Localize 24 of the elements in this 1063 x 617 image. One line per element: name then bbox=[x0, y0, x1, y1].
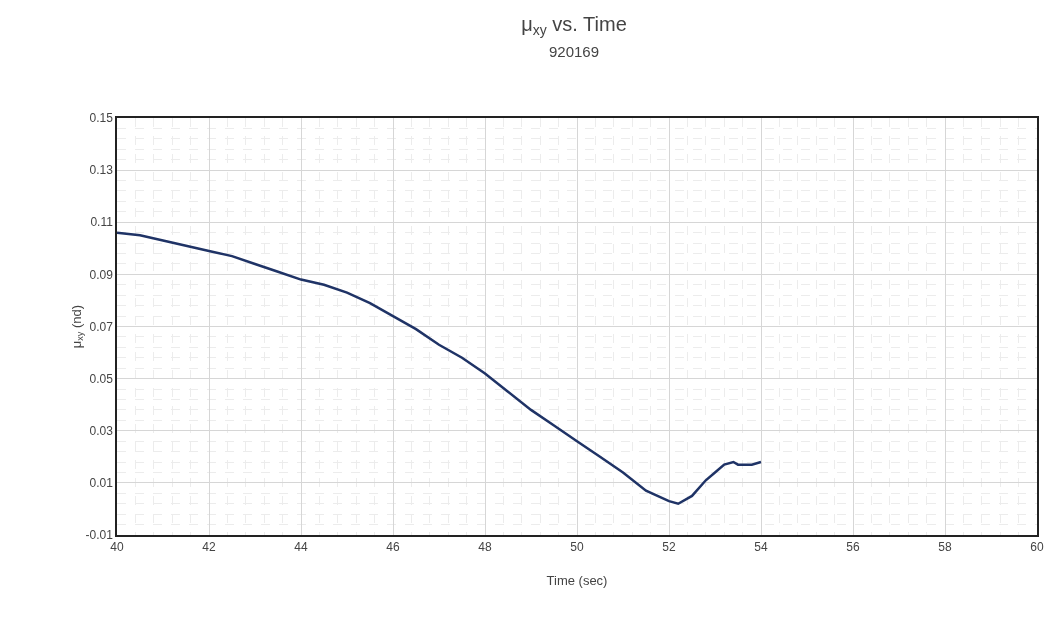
x-tick-label: 48 bbox=[478, 540, 492, 555]
chart-subtitle: 920169 bbox=[548, 42, 600, 60]
x-tick-label: 52 bbox=[662, 540, 676, 555]
x-tick-label: 40 bbox=[110, 540, 124, 555]
y-tick-label: 0.13 bbox=[89, 163, 114, 178]
y-tick-label: 0.11 bbox=[90, 215, 114, 230]
x-tick-label: 56 bbox=[846, 540, 860, 555]
y-tick-label: -0.01 bbox=[85, 528, 114, 543]
y-tick-label: 0.09 bbox=[89, 267, 114, 282]
x-tick-label: 50 bbox=[570, 540, 584, 555]
x-tick-label: 58 bbox=[938, 540, 952, 555]
line-series bbox=[117, 231, 763, 505]
x-tick-label: 54 bbox=[754, 540, 768, 555]
x-tick-label: 60 bbox=[1030, 540, 1044, 555]
x-axis-title: Time (sec) bbox=[546, 572, 608, 588]
y-tick-label: 0.05 bbox=[89, 371, 114, 386]
y-tick-label: 0.01 bbox=[89, 476, 114, 491]
y-tick-label: 0.03 bbox=[89, 423, 114, 438]
y-tick-label: 0.07 bbox=[89, 319, 114, 334]
y-tick-label: 0.15 bbox=[89, 111, 114, 126]
x-tick-label: 46 bbox=[386, 540, 400, 555]
chart-title: μ$_{xy}$ vs. Time bbox=[521, 12, 627, 39]
x-tick-label: 42 bbox=[202, 540, 216, 555]
x-tick-label: 44 bbox=[294, 540, 308, 555]
